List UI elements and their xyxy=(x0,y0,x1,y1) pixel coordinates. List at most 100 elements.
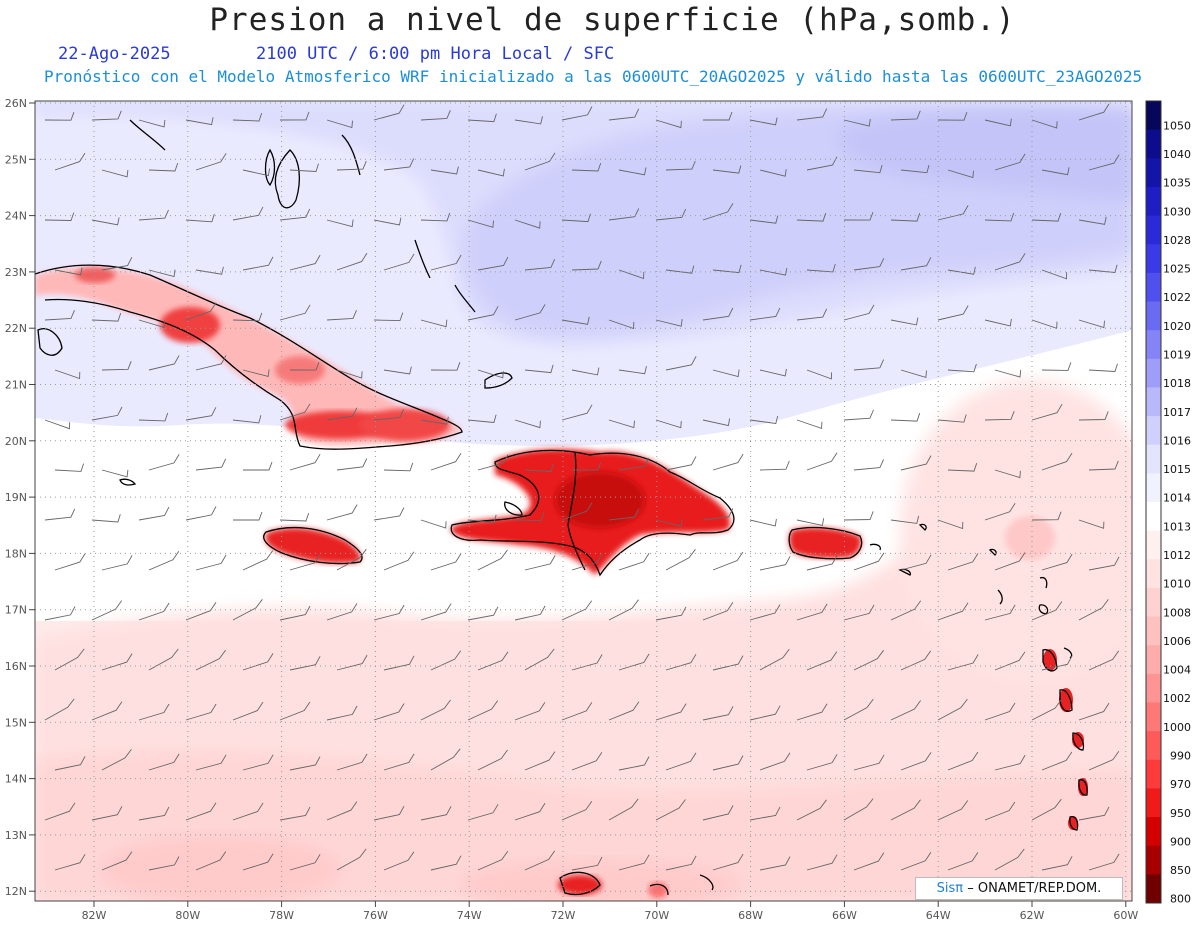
wind-barb xyxy=(853,852,885,871)
wind-barb xyxy=(608,508,640,521)
lat-tick-label: 25N xyxy=(5,153,27,166)
wind-barb xyxy=(185,601,217,621)
colorbar-label: 1030 xyxy=(1163,205,1191,218)
lon-tick-label: 76W xyxy=(363,909,388,922)
wind-barb xyxy=(806,651,838,671)
wind-barb xyxy=(1041,452,1073,471)
wind-barb xyxy=(1078,216,1107,225)
wind-barb xyxy=(759,460,790,471)
wind-barb xyxy=(185,703,217,721)
wind-barb xyxy=(1088,556,1120,571)
colorbar-label: 900 xyxy=(1170,835,1191,848)
wind-barb xyxy=(44,698,75,721)
wind-barb xyxy=(1031,511,1062,521)
puerto-rico-pressure xyxy=(789,527,862,559)
wind-barb xyxy=(524,259,556,271)
wind-barb xyxy=(984,503,1016,521)
wind-barb xyxy=(702,418,731,427)
wind-barb xyxy=(665,855,697,871)
wind-barb xyxy=(430,650,462,671)
wind-barb xyxy=(749,415,779,424)
wind-barb xyxy=(477,651,509,671)
wind-barb xyxy=(937,112,968,121)
wind-barb xyxy=(994,469,1021,479)
colorbar-label: 1006 xyxy=(1163,635,1191,648)
wind-barb xyxy=(1078,411,1109,421)
lat-tick-label: 26N xyxy=(5,97,27,110)
wind-barb xyxy=(138,412,169,422)
wind-barb xyxy=(524,463,554,472)
colorbar-cell xyxy=(1146,473,1161,503)
wind-barb xyxy=(994,369,1022,378)
wind-barb xyxy=(232,415,262,424)
colorbar-cell xyxy=(1146,129,1161,159)
wind-barb xyxy=(467,113,497,123)
wind-barb xyxy=(1031,119,1058,129)
wind-barb xyxy=(1088,264,1118,273)
map-title: Presion a nivel de superficie (hPa,somb.… xyxy=(209,2,1016,38)
wind-barb xyxy=(232,206,264,221)
wind-barb xyxy=(749,705,781,721)
wind-barb xyxy=(336,753,368,771)
wind-barb xyxy=(994,153,1026,171)
wind-barb xyxy=(101,749,132,771)
wind-barb xyxy=(1088,460,1119,471)
wind-barb xyxy=(289,453,321,471)
wind-barb xyxy=(383,851,415,871)
wind-barb xyxy=(796,308,828,321)
wind-barb xyxy=(101,361,132,371)
wind-barb xyxy=(1041,553,1073,571)
wind-barb xyxy=(148,162,179,172)
wind-barb xyxy=(1041,167,1070,176)
wind-barb xyxy=(1031,319,1058,329)
colorbar-cell xyxy=(1146,444,1161,474)
wind-barb xyxy=(665,752,697,771)
colorbar-frame xyxy=(1145,100,1162,904)
wind-barb xyxy=(514,512,545,522)
wind-barb xyxy=(665,356,697,371)
wind-barb xyxy=(243,461,273,471)
wind-barb xyxy=(843,409,874,421)
wind-barb xyxy=(843,511,874,521)
wind-barb xyxy=(655,419,682,429)
wind-barb xyxy=(54,152,86,171)
wind-barb xyxy=(994,754,1026,771)
lon-tick-label: 70W xyxy=(644,909,669,922)
wind-barb xyxy=(383,366,412,375)
south-low-west xyxy=(100,835,340,901)
wind-barb xyxy=(853,359,885,371)
wind-barb xyxy=(806,754,838,771)
wind-barb xyxy=(937,602,969,621)
wind-barb xyxy=(1031,403,1063,421)
wind-barb xyxy=(383,655,415,671)
credit-box: Sisπ – ONAMET/REP.DOM. xyxy=(915,877,1123,900)
lat-tick-label: 19N xyxy=(5,491,27,504)
wind-barb xyxy=(608,208,640,221)
wind-barb xyxy=(853,754,885,771)
wind-barb xyxy=(477,549,508,571)
wind-barb xyxy=(806,555,838,571)
wind-barb xyxy=(195,554,227,571)
wind-barb xyxy=(561,800,593,821)
wind-barb xyxy=(514,605,546,621)
wind-barb xyxy=(420,806,452,821)
wind-barb xyxy=(994,253,1026,271)
wind-barb xyxy=(618,457,650,471)
valid-time: 2100 UTC / 6:00 pm Hora Local / SFC xyxy=(256,44,615,64)
wind-barb xyxy=(806,369,832,380)
wind-barb xyxy=(618,653,650,671)
colorbar-label: 1019 xyxy=(1163,348,1191,361)
wind-barb xyxy=(900,852,932,871)
wind-barb xyxy=(420,319,448,328)
wind-barb xyxy=(561,213,591,223)
wind-barb xyxy=(195,649,226,671)
wind-barb xyxy=(467,606,499,621)
wind-barb xyxy=(430,362,461,371)
wind-barb xyxy=(279,208,311,221)
wind-barb xyxy=(947,266,976,275)
colorbar-cell xyxy=(1146,731,1161,761)
wind-barb xyxy=(289,756,321,771)
wind-barb xyxy=(233,511,263,521)
wind-barb xyxy=(242,369,270,377)
wind-barb xyxy=(420,699,451,721)
